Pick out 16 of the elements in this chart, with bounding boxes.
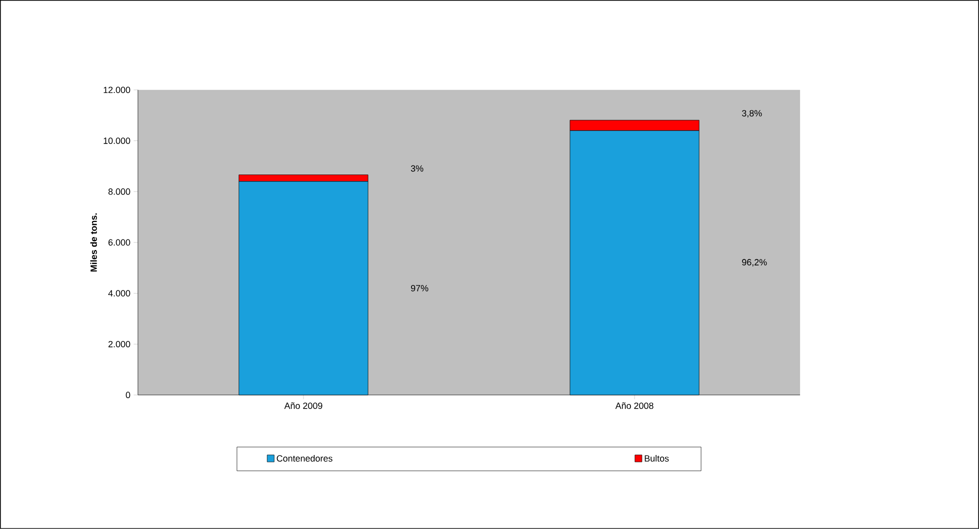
y-tick-label: 6.000: [108, 239, 130, 246]
y-tick-label: 12.000: [104, 86, 130, 94]
y-tick-label: 10.000: [104, 138, 130, 144]
annotation: 3%: [410, 165, 424, 172]
y-tick-label: 0: [126, 392, 130, 398]
y-tick-label: 4.000: [108, 290, 130, 297]
annotation: 97%: [411, 285, 428, 292]
legend-label: Contenedores: [276, 455, 332, 462]
y-tick-label: 8.000: [108, 188, 130, 195]
x-tick-label: Año 2009: [284, 402, 322, 409]
annotation: 3,8%: [742, 110, 762, 118]
x-tick-label: Año 2008: [615, 402, 654, 409]
legend-label: Bultos: [644, 455, 669, 462]
y-axis-title: Miles de tons.: [90, 213, 97, 272]
y-tick-label: 2.000: [108, 340, 130, 348]
annotation: 96,2%: [742, 259, 767, 267]
